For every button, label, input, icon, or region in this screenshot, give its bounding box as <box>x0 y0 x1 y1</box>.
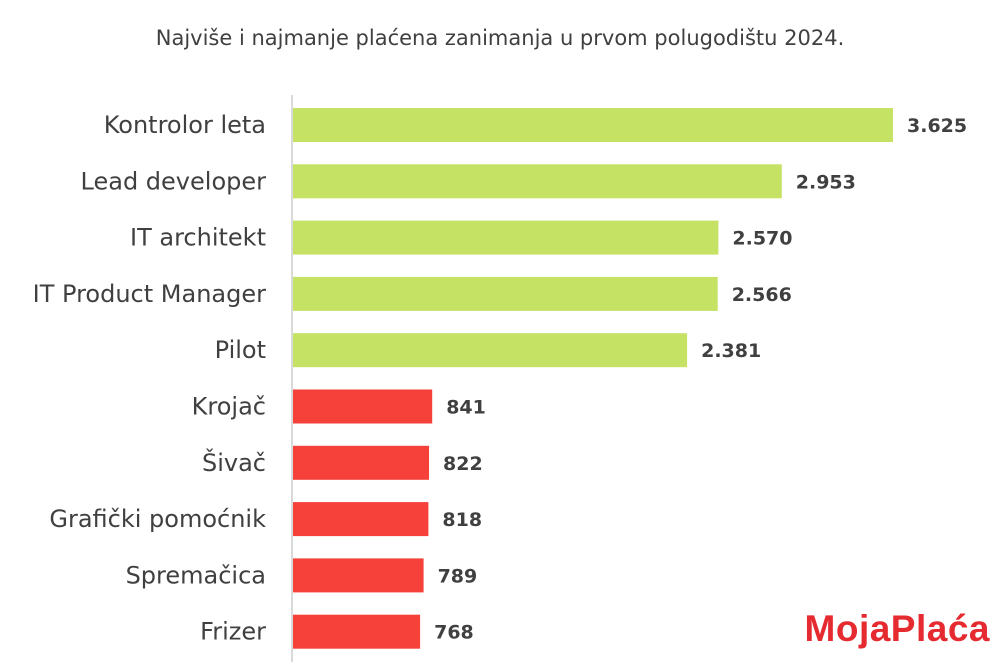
bar <box>293 276 718 311</box>
category-label: Pilot <box>215 336 266 364</box>
chart-title: Najviše i najmanje plaćena zanimanja u p… <box>155 26 845 50</box>
bar <box>293 445 430 480</box>
bar <box>293 502 429 537</box>
category-label: Frizer <box>200 618 266 646</box>
bar <box>293 558 424 593</box>
category-label: Krojač <box>192 393 266 421</box>
category-label: IT architekt <box>130 224 266 252</box>
value-label: 789 <box>438 565 478 587</box>
value-label: 2.566 <box>732 284 792 306</box>
value-label: 2.953 <box>796 171 856 193</box>
value-label: 2.570 <box>732 228 792 250</box>
category-label: Lead developer <box>81 167 267 195</box>
category-label: Grafički pomoćnik <box>49 505 266 533</box>
bar <box>293 389 433 424</box>
mojaplaca-logo: MojaPlaća <box>804 608 990 649</box>
value-label: 818 <box>442 509 482 531</box>
bar <box>293 614 421 649</box>
category-label: Spremačica <box>126 561 266 589</box>
bar <box>293 333 688 368</box>
bar <box>293 164 782 199</box>
value-label: 841 <box>446 397 486 419</box>
value-label: 3.625 <box>907 115 967 137</box>
category-label: Šivač <box>202 447 266 477</box>
bar <box>293 220 719 255</box>
value-label: 2.381 <box>701 340 761 362</box>
value-label: 822 <box>443 453 483 475</box>
value-label: 768 <box>434 622 474 644</box>
category-label: IT Product Manager <box>33 280 266 308</box>
bar <box>293 108 893 142</box>
category-label: Kontrolor leta <box>104 111 266 139</box>
